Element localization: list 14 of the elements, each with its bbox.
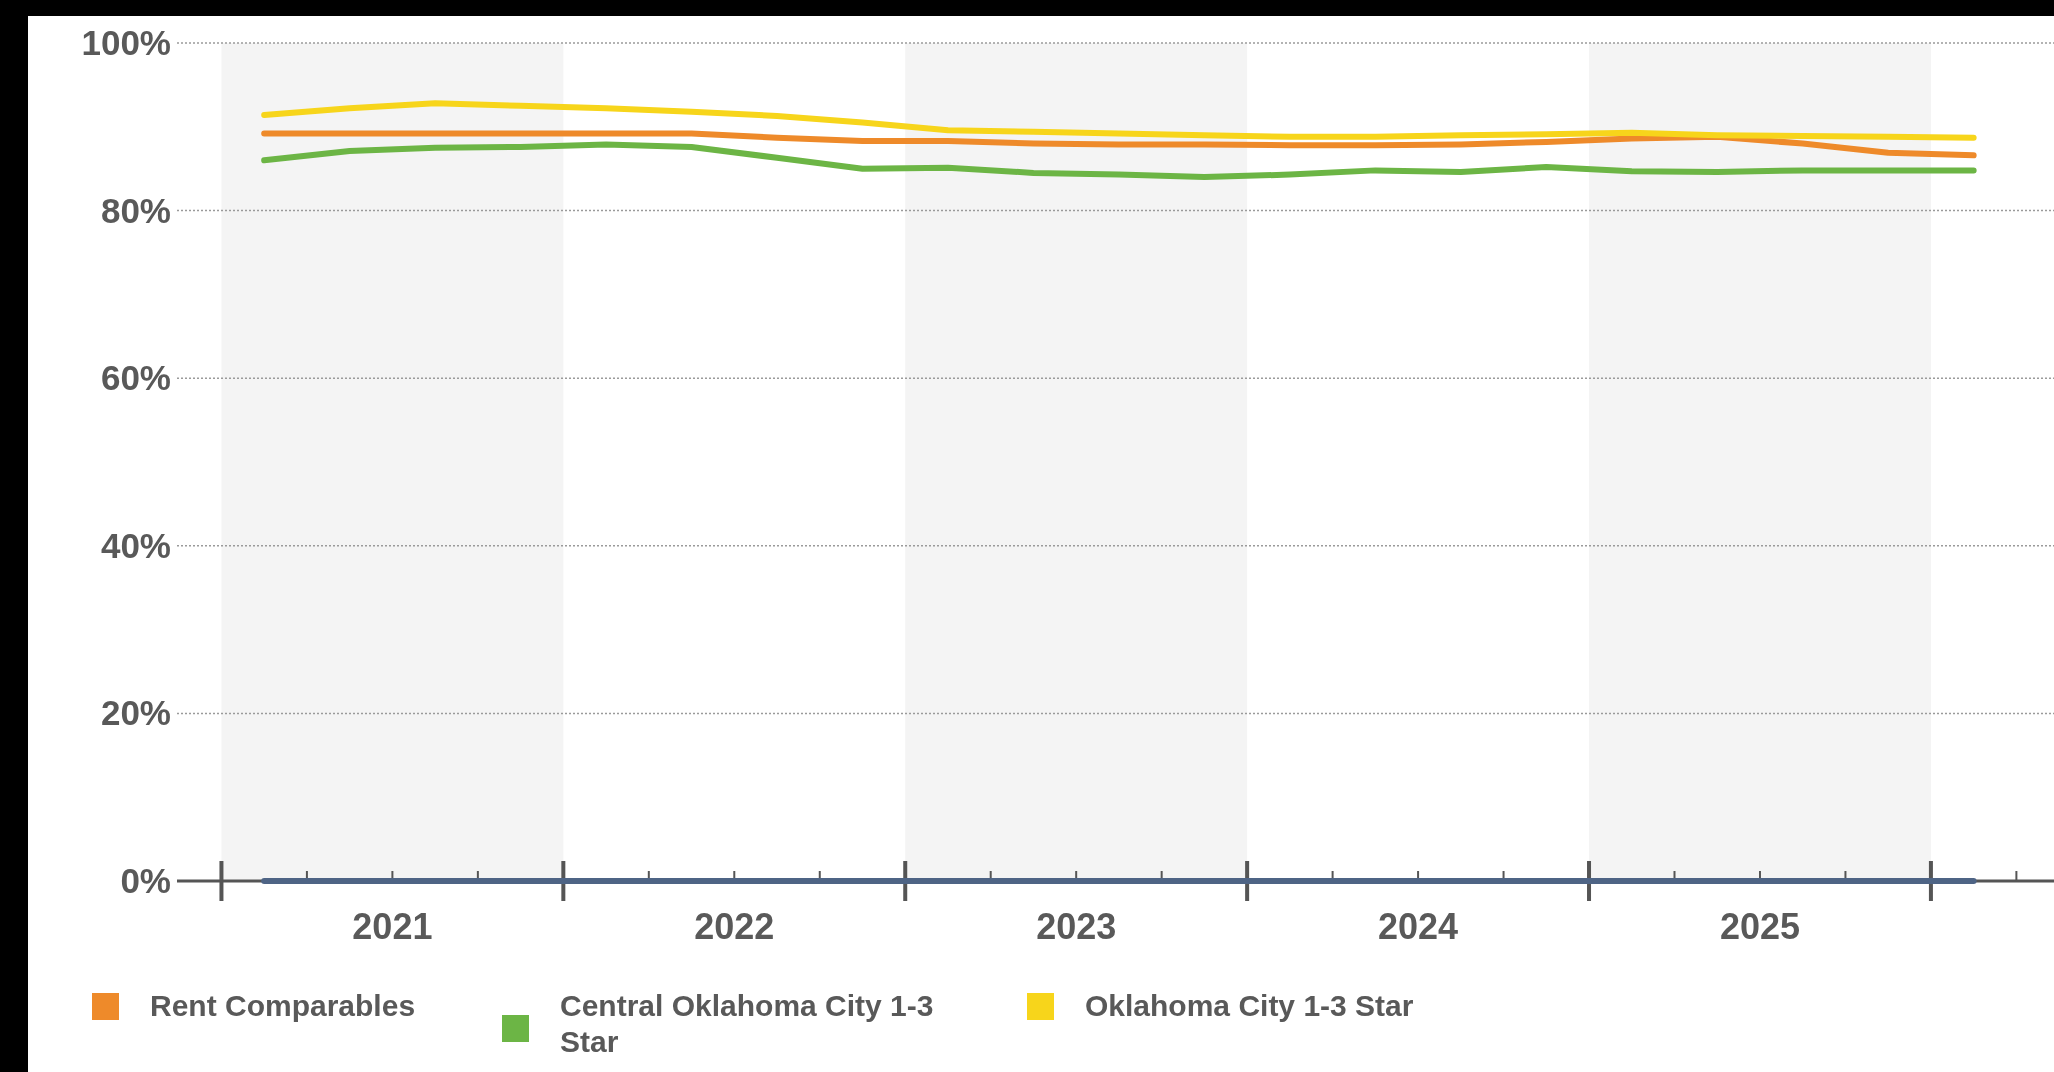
y-tick-label: 100%: [81, 23, 171, 62]
y-tick-label: 20%: [100, 693, 171, 733]
y-tick-label: 80%: [100, 190, 171, 230]
y-tick-label: 40%: [100, 525, 171, 565]
x-tick-label: 2022: [694, 906, 775, 947]
x-tick-label: 2024: [1378, 906, 1459, 947]
y-tick-label: 60%: [100, 358, 171, 398]
legend-label: Rent Comparables: [150, 989, 416, 1022]
x-tick-label: 2021: [352, 906, 433, 947]
y-tick-label: 0%: [120, 861, 171, 900]
x-tick-label: 2023: [1036, 906, 1117, 947]
legend-label: Oklahoma City 1-3 Star: [1085, 989, 1414, 1022]
x-tick-label: 2025: [1719, 906, 1801, 947]
legend-label: Central Oklahoma City 1-3 Star: [560, 989, 934, 1058]
